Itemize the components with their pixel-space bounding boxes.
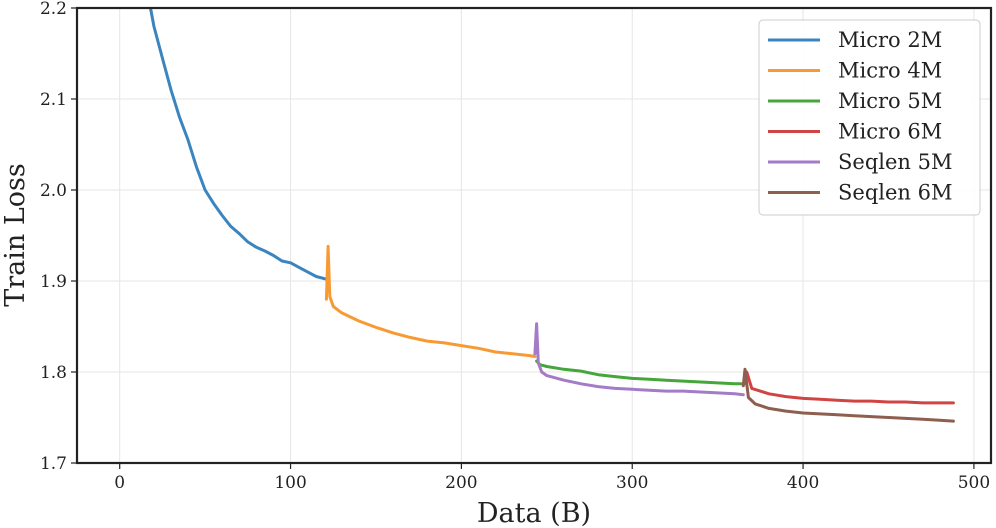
x-tick-label: 400 [787,473,819,493]
x-tick-label: 500 [958,473,990,493]
y-tick-label: 2.0 [40,181,67,201]
series-line-2 [324,244,537,358]
legend-label: Micro 6M [838,120,942,144]
series-line-5 [533,322,745,397]
series-lines [148,8,955,423]
y-tick-label: 2.2 [40,0,67,19]
y-axis-title: Train Loss [0,163,31,307]
x-tick-label: 300 [616,473,648,493]
series-line-4 [743,370,955,405]
y-tick-label: 1.7 [40,454,67,474]
x-axis-title: Data (B) [477,498,591,528]
y-tick-label: 1.9 [40,272,67,292]
y-axis-ticks: 1.7 1.8 1.9 2.0 2.1 2.2 [40,0,77,474]
y-tick-label: 2.1 [40,90,67,110]
x-tick-label: 200 [445,473,477,493]
series-line-3 [535,359,747,386]
x-axis-ticks: 0 100 200 300 400 500 [114,463,990,493]
legend-label: Seqlen 6M [838,181,952,205]
legend-label: Micro 2M [838,28,942,52]
legend-label: Micro 4M [838,59,942,83]
legend-label: Seqlen 5M [838,150,952,174]
y-tick-label: 1.8 [40,363,67,383]
x-tick-label: 100 [274,473,306,493]
legend: Micro 2M Micro 4M Micro 5M Micro 6M Seqlen 5… [758,19,981,216]
plot-frame [75,6,993,465]
series-line-6 [741,367,955,423]
series-line-1 [148,8,328,281]
legend-box [758,19,981,216]
legend-label: Micro 5M [838,89,942,113]
x-tick-label: 0 [114,473,125,493]
